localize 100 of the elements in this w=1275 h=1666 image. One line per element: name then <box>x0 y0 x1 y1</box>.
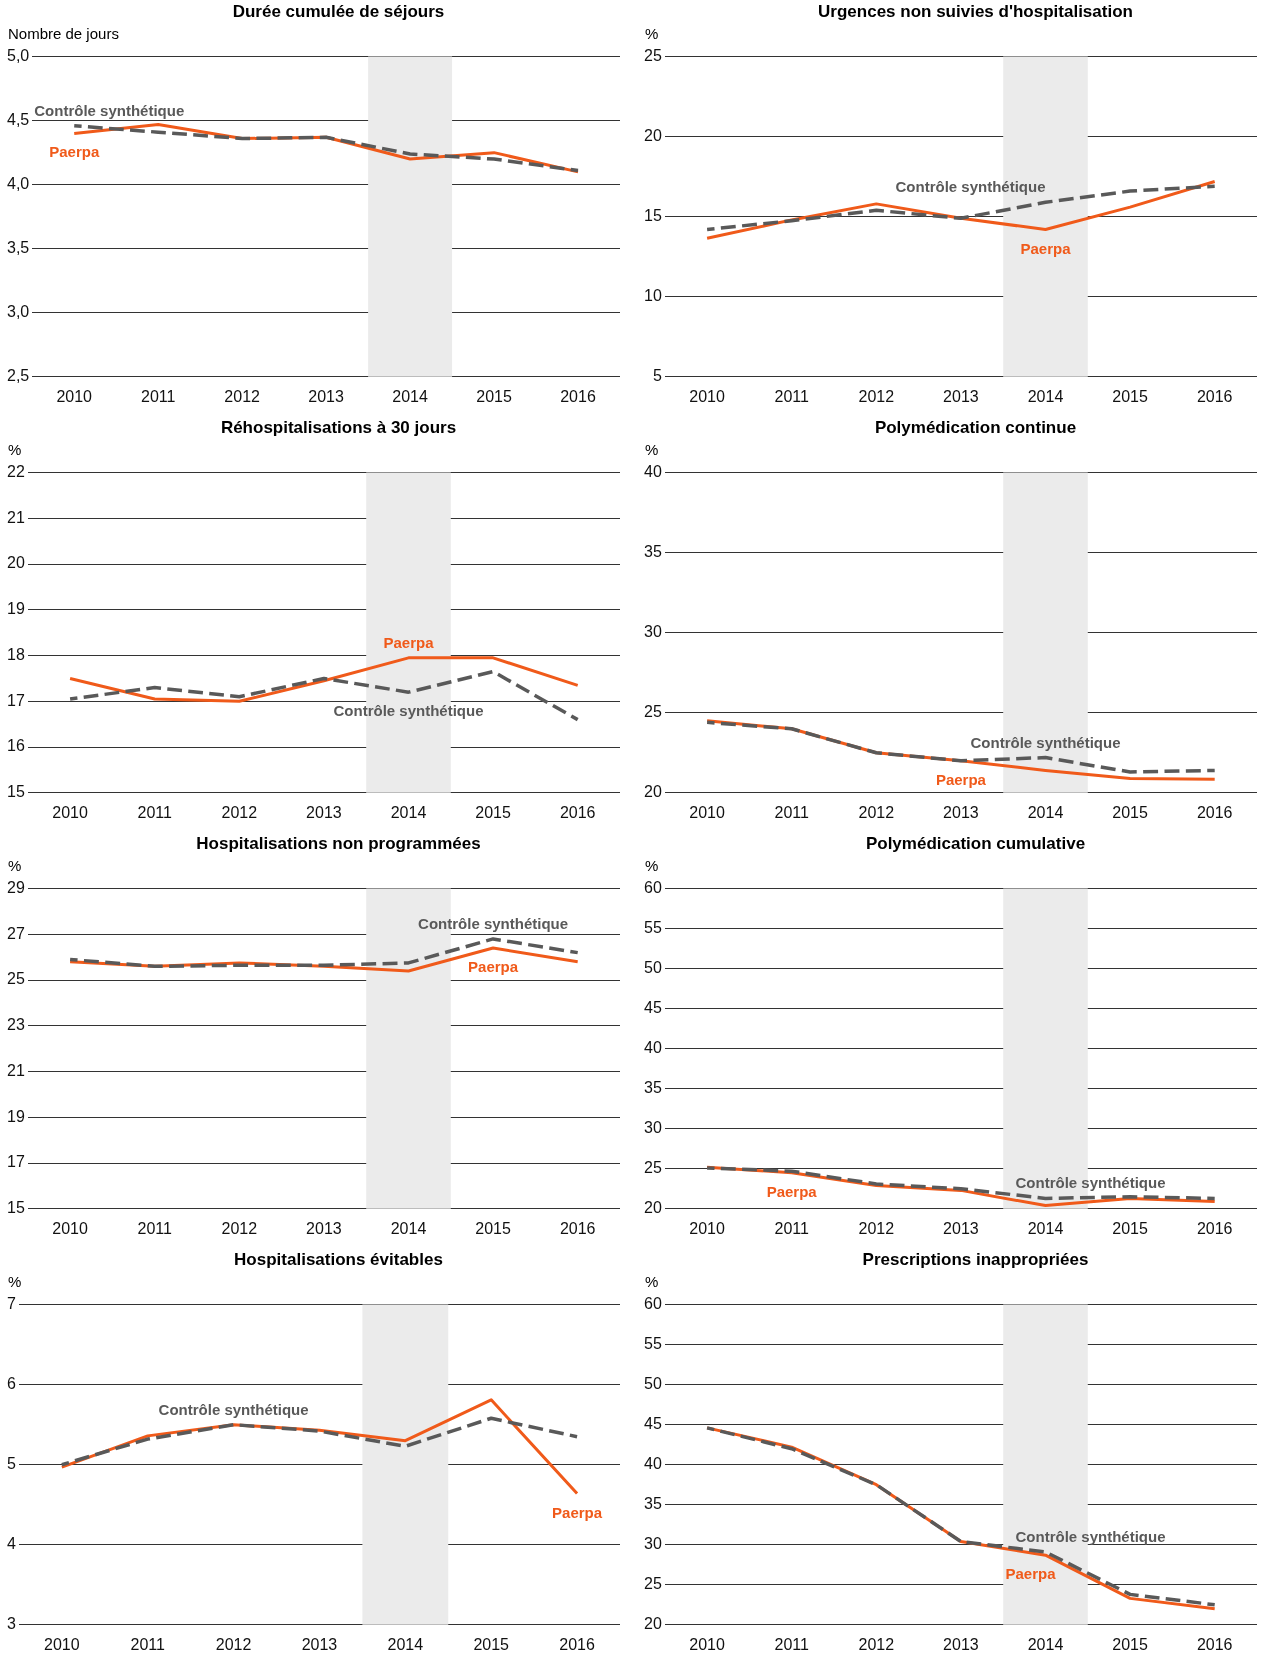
chart-title: Hospitalisations non programmées <box>195 833 482 855</box>
y-tick-label: 20 <box>644 1199 662 1217</box>
y-tick-label: 4 <box>6 1535 16 1553</box>
y-tick-label: 60 <box>644 879 662 897</box>
x-tick-label: 2016 <box>1196 1635 1233 1653</box>
series-label: Contrôle synthétique <box>970 733 1121 751</box>
y-tick-label: 35 <box>644 543 662 561</box>
y-tick-label: 30 <box>644 1119 662 1137</box>
y-tick-label: 35 <box>644 1495 662 1513</box>
x-tick-label: 2015 <box>473 1635 510 1653</box>
x-tick-label: 2014 <box>387 1635 424 1653</box>
y-tick-label: 15 <box>7 783 25 801</box>
x-tick-label: 2015 <box>1112 1635 1148 1653</box>
y-tick-label: 35 <box>644 1079 662 1097</box>
y-tick-label: 4,0 <box>6 175 30 193</box>
y-tick-label: 45 <box>644 1415 662 1433</box>
y-tick-label: 5 <box>652 367 662 385</box>
x-tick-label: 2014 <box>390 1219 427 1237</box>
chart-title: Polymédication cumulative <box>864 833 1087 855</box>
x-tick-label: 2014 <box>1027 387 1064 405</box>
y-tick-label: 50 <box>644 1375 662 1393</box>
y-tick-label: 2,5 <box>6 367 30 385</box>
y-tick-label: 10 <box>644 287 662 305</box>
series-label: Paerpa <box>766 1182 818 1200</box>
x-tick-label: 2013 <box>943 1219 979 1237</box>
y-tick-label: 30 <box>644 623 662 641</box>
y-tick-label: 17 <box>7 1153 25 1171</box>
x-tick-label: 2010 <box>52 1219 88 1237</box>
y-tick-label: 55 <box>644 1335 662 1353</box>
y-tick-label: 19 <box>7 1107 25 1125</box>
y-tick-label: 25 <box>7 970 25 988</box>
x-tick-label: 2014 <box>1027 803 1064 821</box>
y-axis-title: % <box>7 440 23 460</box>
x-tick-label: 2014 <box>1027 1635 1064 1653</box>
y-tick-label: 3,5 <box>6 239 30 257</box>
y-tick-label: 40 <box>644 1455 662 1473</box>
x-tick-label: 2016 <box>559 1219 596 1237</box>
chart-title: Prescriptions inappropriées <box>861 1249 1090 1271</box>
y-tick-label: 45 <box>644 999 662 1017</box>
x-tick-label: 2012 <box>858 387 895 405</box>
x-tick-label: 2012 <box>221 1219 258 1237</box>
y-axis-title: Nombre de jours <box>7 24 120 44</box>
y-tick-label: 21 <box>7 508 25 526</box>
series-label: Paerpa <box>383 633 435 651</box>
x-tick-label: 2010 <box>689 1635 725 1653</box>
x-tick-label: 2010 <box>689 387 725 405</box>
x-tick-label: 2016 <box>1196 803 1233 821</box>
y-axis-title: % <box>644 440 660 460</box>
y-tick-label: 5 <box>6 1455 16 1473</box>
series-label: Paerpa <box>468 958 519 976</box>
chart-title: Polymédication continue <box>873 417 1078 439</box>
x-tick-label: 2016 <box>1196 1219 1233 1237</box>
x-tick-label: 2012 <box>215 1635 252 1653</box>
y-tick-label: 22 <box>7 463 25 481</box>
y-tick-label: 25 <box>644 1159 662 1177</box>
x-tick-label: 2016 <box>1196 387 1233 405</box>
x-tick-label: 2013 <box>301 1635 338 1653</box>
y-tick-label: 50 <box>644 959 662 977</box>
y-tick-label: 60 <box>644 1295 662 1313</box>
line-series <box>705 1166 1217 1201</box>
y-tick-label: 18 <box>7 645 25 663</box>
x-tick-label: 2011 <box>774 803 809 821</box>
series-label: Contrôle synthétique <box>1015 1174 1166 1192</box>
series-label: Contrôle synthétique <box>418 914 569 932</box>
x-tick-label: 2015 <box>1112 803 1148 821</box>
x-tick-label: 2013 <box>306 1219 342 1237</box>
y-tick-label: 20 <box>644 1615 662 1633</box>
y-tick-label: 21 <box>7 1061 25 1079</box>
y-tick-label: 3,0 <box>6 303 30 321</box>
x-tick-label: 2011 <box>774 387 809 405</box>
series-label: Paerpa <box>49 143 100 161</box>
x-tick-label: 2010 <box>689 1219 725 1237</box>
y-tick-label: 7 <box>6 1295 16 1313</box>
series-label: Contrôle synthétique <box>333 702 484 720</box>
x-tick-label: 2011 <box>774 1635 809 1653</box>
x-tick-label: 2013 <box>943 387 979 405</box>
x-tick-label: 2016 <box>560 387 596 405</box>
series-label: Contrôle synthétique <box>1015 1527 1166 1545</box>
series-label: Paerpa <box>1005 1565 1057 1583</box>
x-tick-label: 2014 <box>392 387 428 405</box>
series-label: Paerpa <box>935 770 987 788</box>
x-tick-label: 2015 <box>1112 1219 1148 1237</box>
x-tick-label: 2013 <box>943 1635 979 1653</box>
y-tick-label: 17 <box>7 691 25 709</box>
y-tick-label: 16 <box>7 737 25 755</box>
x-tick-label: 2010 <box>52 803 88 821</box>
y-tick-label: 40 <box>644 1039 662 1057</box>
y-tick-label: 3 <box>6 1615 16 1633</box>
chart-title: Urgences non suivies d'hospitalisation <box>817 1 1134 23</box>
x-tick-label: 2015 <box>476 387 512 405</box>
x-tick-label: 2011 <box>137 803 172 821</box>
x-tick-label: 2011 <box>774 1219 809 1237</box>
y-tick-label: 23 <box>7 1016 25 1034</box>
x-tick-label: 2014 <box>1027 1219 1064 1237</box>
x-tick-label: 2010 <box>56 387 93 405</box>
x-tick-label: 2012 <box>858 803 895 821</box>
x-tick-label: 2011 <box>130 1635 166 1653</box>
y-tick-label: 25 <box>644 1575 662 1593</box>
chart-title: Hospitalisations évitables <box>233 1249 444 1271</box>
x-tick-label: 2010 <box>44 1635 80 1653</box>
